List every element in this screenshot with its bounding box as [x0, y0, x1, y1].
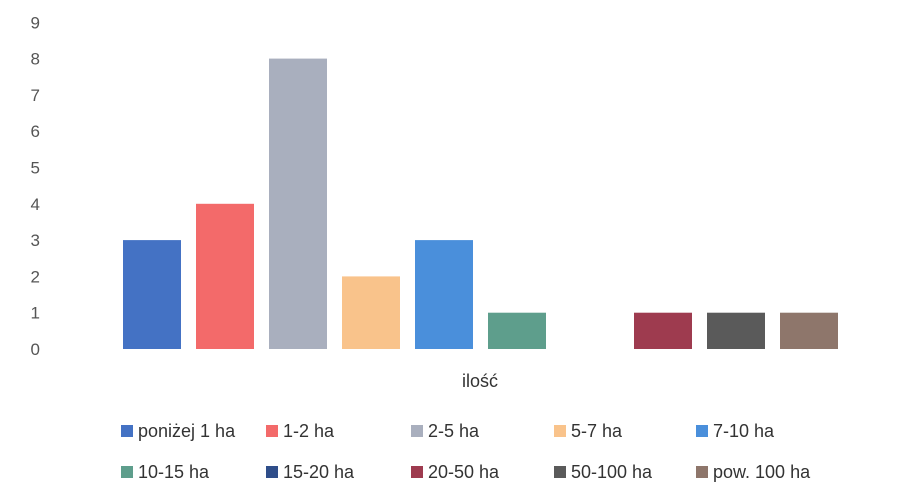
- legend-item-poni-ej-1-ha: poniżej 1 ha: [121, 421, 236, 441]
- y-tick-label-3: 3: [31, 231, 40, 250]
- y-axis: 0 1 2 3 4 5 6 7 8 9: [31, 13, 40, 359]
- legend-label: 2-5 ha: [428, 421, 480, 441]
- legend-item-15-20-ha: 15-20 ha: [266, 462, 355, 482]
- bar-1-2-ha: [196, 203, 254, 349]
- legend-swatch: [266, 466, 278, 478]
- legend-label: 50-100 ha: [571, 462, 653, 482]
- legend-swatch: [121, 466, 133, 478]
- x-axis-label: ilość: [462, 371, 498, 391]
- legend-item-pow-100-ha: pow. 100 ha: [696, 462, 811, 482]
- legend-item-7-10-ha: 7-10 ha: [696, 421, 775, 441]
- bar-2-5-ha: [269, 58, 327, 349]
- legend-label: 10-15 ha: [138, 462, 210, 482]
- bar-10-15-ha: [488, 312, 546, 349]
- y-tick-label-2: 2: [31, 267, 40, 286]
- y-tick-label-9: 9: [31, 13, 40, 32]
- legend-label: 15-20 ha: [283, 462, 355, 482]
- legend-label: 7-10 ha: [713, 421, 775, 441]
- bar-poni-ej-1-ha: [123, 240, 181, 349]
- legend-swatch: [411, 425, 423, 437]
- legend-item-10-15-ha: 10-15 ha: [121, 462, 210, 482]
- y-tick-label-6: 6: [31, 122, 40, 141]
- legend-swatch: [696, 425, 708, 437]
- legend-item-1-2-ha: 1-2 ha: [266, 421, 335, 441]
- legend-label: pow. 100 ha: [713, 462, 811, 482]
- legend: poniżej 1 ha 1-2 ha 2-5 ha 5-7 ha 7-10 ha 10-…: [121, 421, 811, 482]
- legend-label: poniżej 1 ha: [138, 421, 236, 441]
- bars: [123, 58, 838, 349]
- bar-20-50-ha: [634, 312, 692, 349]
- legend-swatch: [696, 466, 708, 478]
- legend-label: 1-2 ha: [283, 421, 335, 441]
- y-tick-label-4: 4: [31, 195, 40, 214]
- legend-swatch: [554, 466, 566, 478]
- legend-item-2-5-ha: 2-5 ha: [411, 421, 480, 441]
- bar-7-10-ha: [415, 240, 473, 349]
- bar-pow-100-ha: [780, 312, 838, 349]
- legend-swatch: [266, 425, 278, 437]
- legend-item-50-100-ha: 50-100 ha: [554, 462, 653, 482]
- y-tick-label-1: 1: [31, 304, 40, 323]
- y-tick-label-0: 0: [31, 340, 40, 359]
- legend-swatch: [121, 425, 133, 437]
- y-tick-label-5: 5: [31, 159, 40, 178]
- legend-swatch: [554, 425, 566, 437]
- legend-swatch: [411, 466, 423, 478]
- bar-50-100-ha: [707, 312, 765, 349]
- y-tick-label-8: 8: [31, 50, 40, 69]
- y-tick-label-7: 7: [31, 86, 40, 105]
- legend-item-20-50-ha: 20-50 ha: [411, 462, 500, 482]
- legend-label: 5-7 ha: [571, 421, 623, 441]
- legend-label: 20-50 ha: [428, 462, 500, 482]
- bar-5-7-ha: [342, 276, 400, 349]
- legend-item-5-7-ha: 5-7 ha: [554, 421, 623, 441]
